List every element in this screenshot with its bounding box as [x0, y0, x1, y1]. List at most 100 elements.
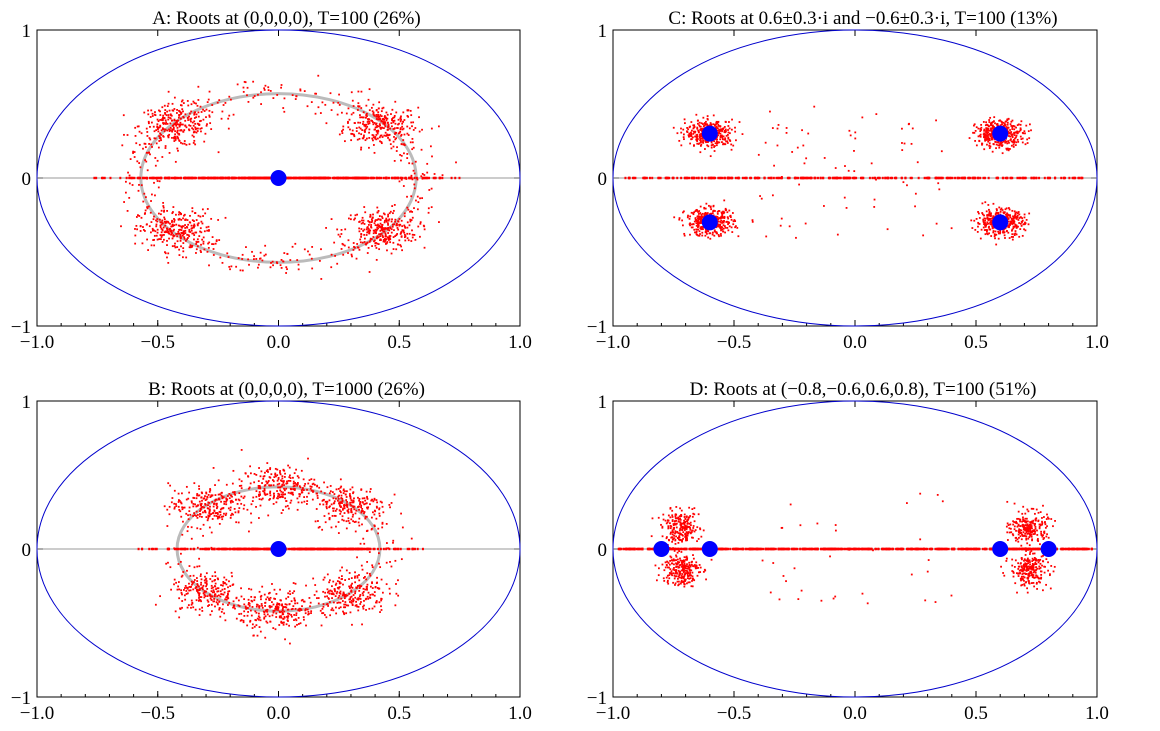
scatter-point [304, 612, 307, 615]
scatter-point [182, 217, 184, 220]
scatter-point [361, 219, 363, 222]
scatter-point [276, 262, 279, 265]
real-root-point [399, 547, 402, 551]
scatter-point [364, 116, 367, 119]
scatter-point [144, 196, 147, 199]
scatter-point [186, 100, 189, 102]
scatter-point [1016, 212, 1019, 215]
scatter-point [364, 243, 367, 246]
scatter-point [352, 506, 355, 509]
scatter-point [1000, 207, 1003, 210]
real-root-point [151, 176, 154, 180]
scatter-point [993, 215, 995, 218]
scatter-point [217, 590, 220, 593]
scatter-point [178, 248, 181, 251]
scatter-point [197, 240, 200, 243]
scatter-point [359, 127, 362, 130]
scatter-point [207, 98, 210, 101]
scatter-point [328, 506, 331, 509]
scatter-point [358, 587, 361, 590]
scatter-point [260, 603, 263, 605]
scatter-point [281, 607, 284, 610]
scatter-point [182, 110, 184, 113]
scatter-point [379, 118, 382, 120]
scatter-point [167, 482, 170, 485]
scatter-point [194, 608, 197, 611]
scatter-point [199, 507, 202, 510]
scatter-point [1010, 236, 1013, 238]
scatter-point [326, 588, 329, 591]
scatter-point [207, 494, 210, 496]
scatter-point [399, 233, 402, 235]
real-root-point [221, 176, 224, 180]
scatter-point [1008, 141, 1010, 144]
scatter-point [1014, 137, 1016, 140]
scatter-point [360, 116, 363, 119]
scatter-point [298, 485, 301, 488]
scatter-point [1021, 131, 1024, 134]
scatter-point [225, 503, 228, 506]
scatter-point [184, 229, 187, 232]
scatter-point [373, 114, 376, 117]
real-root-point [251, 547, 254, 551]
real-root-point [319, 547, 322, 551]
scatter-point [172, 128, 175, 131]
scatter-point [394, 138, 397, 141]
scatter-point [175, 505, 178, 507]
scatter-point [259, 487, 262, 490]
scatter-point [344, 579, 347, 581]
scatter-point [240, 612, 243, 615]
scatter-point [392, 121, 395, 124]
scatter-point [179, 560, 182, 563]
scatter-point [341, 132, 344, 134]
scatter-point [157, 128, 159, 131]
scatter-point [261, 259, 264, 262]
scatter-point [328, 581, 331, 584]
scatter-point [156, 228, 159, 231]
scatter-point [222, 104, 225, 106]
scatter-point [719, 132, 722, 135]
scatter-point [368, 109, 371, 112]
scatter-point [160, 231, 163, 234]
real-root-point [156, 176, 159, 180]
scatter-point [990, 134, 993, 137]
scatter-point [168, 109, 171, 112]
scatter-point [383, 123, 386, 126]
scatter-point [370, 499, 373, 502]
scatter-point [214, 582, 217, 585]
scatter-point [379, 126, 382, 129]
scatter-point [183, 589, 185, 591]
scatter-point [261, 604, 263, 607]
scatter-point [154, 137, 157, 140]
real-root-point [344, 547, 347, 551]
scatter-point [331, 491, 334, 494]
scatter-point [357, 505, 360, 508]
scatter-point [387, 126, 389, 129]
scatter-point [348, 585, 351, 588]
scatter-point [180, 245, 182, 248]
scatter-point [393, 119, 396, 122]
scatter-point [702, 116, 705, 119]
real-root-point [357, 547, 360, 551]
scatter-point [247, 258, 249, 261]
scatter-point [376, 228, 379, 231]
scatter-point [158, 180, 161, 183]
scatter-point [175, 213, 177, 216]
scatter-point [235, 596, 238, 599]
scatter-point [358, 137, 361, 140]
scatter-point [227, 593, 229, 596]
scatter-point [267, 514, 270, 517]
scatter-point [167, 561, 169, 564]
scatter-point [207, 514, 210, 517]
scatter-point [180, 141, 182, 144]
scatter-point [406, 109, 409, 112]
scatter-point [196, 493, 199, 495]
scatter-point [220, 610, 223, 613]
scatter-point [238, 485, 241, 487]
scatter-point [203, 248, 206, 251]
scatter-point [323, 614, 326, 616]
scatter-point [350, 91, 353, 94]
scatter-point [259, 595, 262, 598]
scatter-point [293, 488, 296, 491]
scatter-point [190, 120, 192, 123]
